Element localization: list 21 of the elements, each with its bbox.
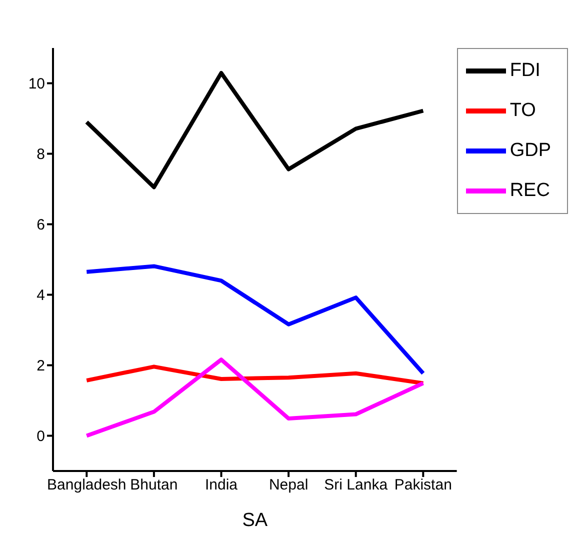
x-tick-label: Nepal [268,476,308,494]
legend-label: TO [510,100,536,122]
x-tick-label: Bangladesh [47,476,126,494]
line-series [84,364,426,386]
x-tick-label: India [204,476,238,494]
x-tick-label: Bhutan [130,476,178,494]
y-tick-label: 8 [36,146,45,164]
line-series [84,264,426,376]
x-tick-label: Sri Lanka [324,476,388,494]
legend-label: FDI [510,60,540,82]
legend-label: REC [510,180,550,202]
legend-label: GDP [510,140,551,162]
x-axis-title: SA [242,510,268,531]
line-series [84,71,426,190]
x-tick-label: Pakistan [394,476,452,494]
y-tick-label: 0 [36,428,45,446]
y-tick-label: 4 [36,287,45,304]
y-tick-label: 2 [36,358,45,375]
y-tick-label: 10 [28,76,45,93]
y-tick-label: 6 [36,216,45,234]
line-series [84,358,426,438]
